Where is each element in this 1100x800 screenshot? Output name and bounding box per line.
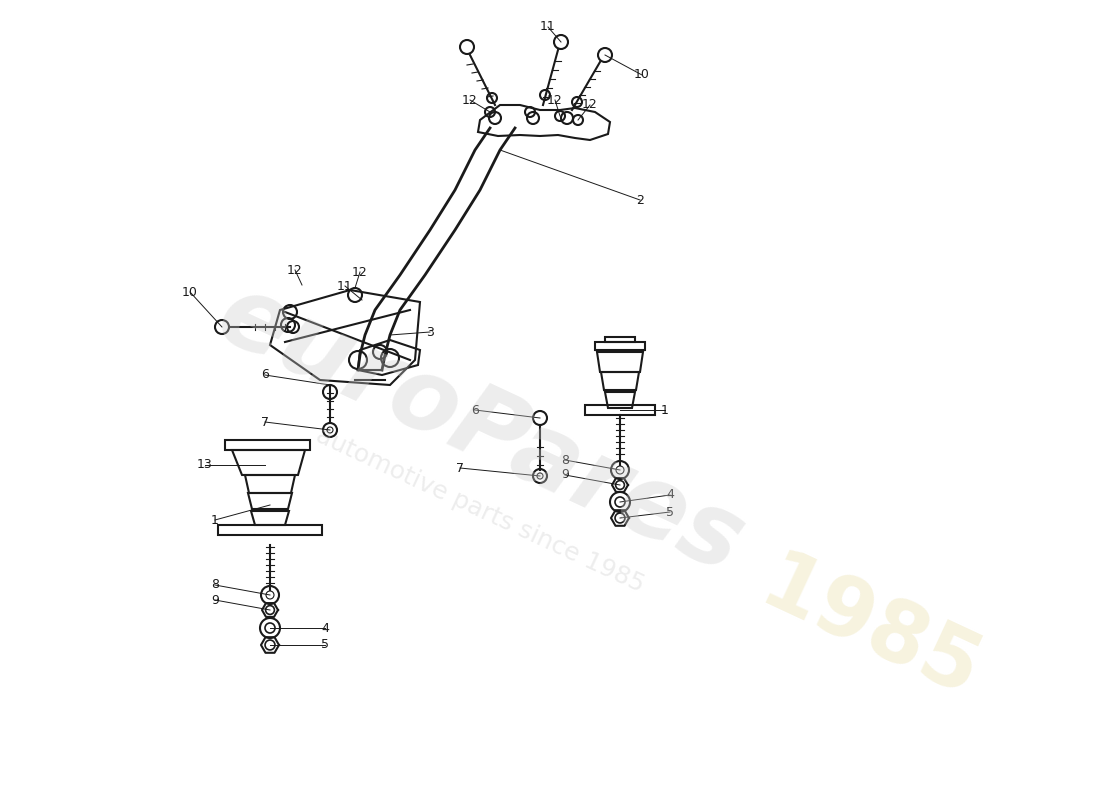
Bar [585, 405, 654, 415]
Text: 4: 4 [321, 622, 329, 634]
Text: 7: 7 [456, 462, 464, 474]
Text: 5: 5 [321, 638, 329, 651]
Text: 12: 12 [462, 94, 477, 106]
Text: 11: 11 [540, 21, 556, 34]
Text: 10: 10 [183, 286, 198, 298]
Text: 13: 13 [197, 458, 213, 471]
Bar [605, 337, 635, 342]
Text: 11: 11 [337, 279, 353, 293]
Text: automotive parts since 1985: automotive parts since 1985 [312, 423, 648, 597]
Text: 7: 7 [261, 415, 270, 429]
Text: 9: 9 [561, 469, 569, 482]
Bar [595, 342, 645, 350]
Bar [218, 525, 322, 535]
Text: 5: 5 [666, 506, 674, 518]
Text: 9: 9 [211, 594, 219, 606]
Text: euroPares: euroPares [202, 266, 758, 594]
Text: 8: 8 [211, 578, 219, 591]
Text: 12: 12 [352, 266, 367, 278]
Text: 12: 12 [582, 98, 598, 111]
Text: 12: 12 [547, 94, 563, 106]
Text: 2: 2 [636, 194, 644, 206]
Text: 1: 1 [211, 514, 219, 526]
Text: 4: 4 [667, 489, 674, 502]
Text: 3: 3 [426, 326, 433, 338]
Text: 12: 12 [287, 263, 303, 277]
Text: 1985: 1985 [748, 544, 992, 716]
Text: 1: 1 [661, 403, 669, 417]
Text: 8: 8 [561, 454, 569, 466]
Text: 6: 6 [261, 369, 268, 382]
Text: 6: 6 [471, 403, 478, 417]
Text: 10: 10 [634, 69, 650, 82]
